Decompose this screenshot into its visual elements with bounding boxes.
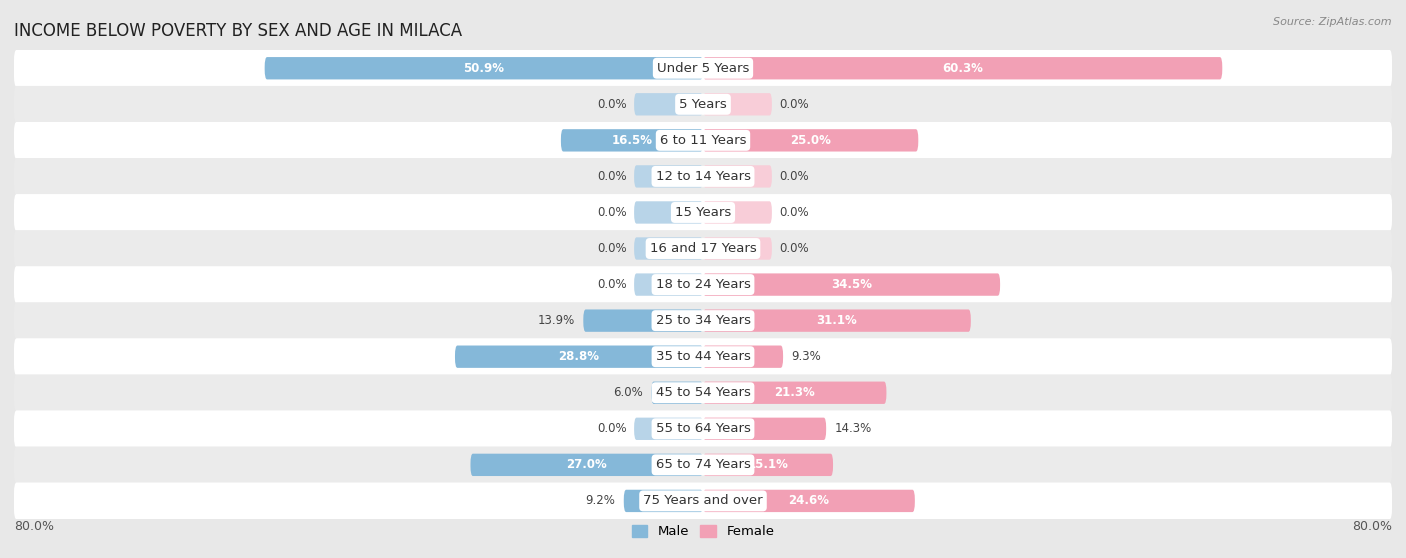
Text: 31.1%: 31.1% (817, 314, 858, 327)
FancyBboxPatch shape (703, 201, 772, 224)
Text: 45 to 54 Years: 45 to 54 Years (655, 386, 751, 399)
Text: 21.3%: 21.3% (775, 386, 815, 399)
Text: 25 to 34 Years: 25 to 34 Years (655, 314, 751, 327)
FancyBboxPatch shape (634, 165, 703, 187)
FancyBboxPatch shape (703, 310, 970, 332)
Text: 0.0%: 0.0% (598, 422, 627, 435)
Text: Under 5 Years: Under 5 Years (657, 62, 749, 75)
FancyBboxPatch shape (561, 129, 703, 152)
FancyBboxPatch shape (14, 194, 1392, 231)
Text: 0.0%: 0.0% (779, 170, 808, 183)
FancyBboxPatch shape (703, 237, 772, 259)
FancyBboxPatch shape (634, 417, 703, 440)
FancyBboxPatch shape (583, 310, 703, 332)
FancyBboxPatch shape (456, 345, 703, 368)
Text: 18 to 24 Years: 18 to 24 Years (655, 278, 751, 291)
Text: 0.0%: 0.0% (598, 242, 627, 255)
FancyBboxPatch shape (703, 129, 918, 152)
FancyBboxPatch shape (14, 483, 1392, 519)
FancyBboxPatch shape (14, 302, 1392, 339)
Text: 15 Years: 15 Years (675, 206, 731, 219)
FancyBboxPatch shape (703, 273, 1000, 296)
Text: 50.9%: 50.9% (464, 62, 505, 75)
FancyBboxPatch shape (14, 122, 1392, 158)
Text: 34.5%: 34.5% (831, 278, 872, 291)
Text: 9.2%: 9.2% (585, 494, 616, 507)
FancyBboxPatch shape (703, 490, 915, 512)
FancyBboxPatch shape (651, 382, 703, 404)
FancyBboxPatch shape (703, 93, 772, 116)
Text: 24.6%: 24.6% (789, 494, 830, 507)
FancyBboxPatch shape (14, 266, 1392, 303)
Text: 0.0%: 0.0% (598, 278, 627, 291)
FancyBboxPatch shape (703, 57, 1222, 79)
FancyBboxPatch shape (634, 237, 703, 259)
Text: 16.5%: 16.5% (612, 134, 652, 147)
Text: 0.0%: 0.0% (779, 98, 808, 111)
Text: 60.3%: 60.3% (942, 62, 983, 75)
Text: 80.0%: 80.0% (1353, 519, 1392, 533)
FancyBboxPatch shape (703, 454, 832, 476)
FancyBboxPatch shape (14, 158, 1392, 195)
Text: 13.9%: 13.9% (537, 314, 575, 327)
FancyBboxPatch shape (471, 454, 703, 476)
FancyBboxPatch shape (624, 490, 703, 512)
Text: 25.0%: 25.0% (790, 134, 831, 147)
Text: 0.0%: 0.0% (779, 206, 808, 219)
Text: 14.3%: 14.3% (835, 422, 872, 435)
Text: 27.0%: 27.0% (567, 458, 607, 472)
Text: 0.0%: 0.0% (598, 206, 627, 219)
FancyBboxPatch shape (14, 338, 1392, 375)
Text: 0.0%: 0.0% (598, 98, 627, 111)
FancyBboxPatch shape (14, 374, 1392, 411)
Legend: Male, Female: Male, Female (631, 525, 775, 538)
Text: 75 Years and over: 75 Years and over (643, 494, 763, 507)
FancyBboxPatch shape (703, 345, 783, 368)
FancyBboxPatch shape (264, 57, 703, 79)
FancyBboxPatch shape (14, 50, 1392, 86)
FancyBboxPatch shape (634, 93, 703, 116)
FancyBboxPatch shape (14, 86, 1392, 123)
Text: 55 to 64 Years: 55 to 64 Years (655, 422, 751, 435)
Text: 28.8%: 28.8% (558, 350, 599, 363)
Text: 5 Years: 5 Years (679, 98, 727, 111)
Text: 15.1%: 15.1% (748, 458, 789, 472)
FancyBboxPatch shape (634, 273, 703, 296)
Text: 0.0%: 0.0% (779, 242, 808, 255)
Text: 12 to 14 Years: 12 to 14 Years (655, 170, 751, 183)
Text: 0.0%: 0.0% (598, 170, 627, 183)
Text: Source: ZipAtlas.com: Source: ZipAtlas.com (1274, 17, 1392, 27)
Text: 65 to 74 Years: 65 to 74 Years (655, 458, 751, 472)
FancyBboxPatch shape (14, 446, 1392, 483)
FancyBboxPatch shape (14, 411, 1392, 447)
FancyBboxPatch shape (14, 230, 1392, 267)
FancyBboxPatch shape (703, 382, 886, 404)
Text: 6.0%: 6.0% (613, 386, 643, 399)
Text: INCOME BELOW POVERTY BY SEX AND AGE IN MILACA: INCOME BELOW POVERTY BY SEX AND AGE IN M… (14, 22, 463, 40)
FancyBboxPatch shape (703, 417, 827, 440)
Text: 16 and 17 Years: 16 and 17 Years (650, 242, 756, 255)
Text: 9.3%: 9.3% (792, 350, 821, 363)
FancyBboxPatch shape (703, 165, 772, 187)
Text: 80.0%: 80.0% (14, 519, 53, 533)
Text: 6 to 11 Years: 6 to 11 Years (659, 134, 747, 147)
Text: 35 to 44 Years: 35 to 44 Years (655, 350, 751, 363)
FancyBboxPatch shape (634, 201, 703, 224)
